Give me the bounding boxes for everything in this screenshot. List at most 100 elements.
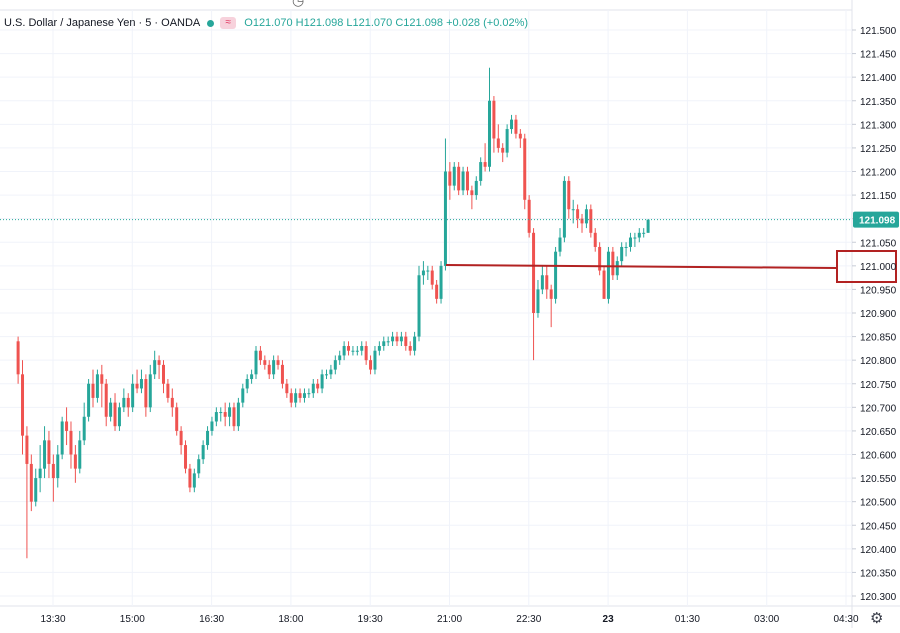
- candle-body: [47, 440, 51, 464]
- candle-body: [329, 369, 333, 375]
- candle-body: [113, 402, 117, 427]
- price-axis[interactable]: 121.500 121.450 121.400 121.350 121.300 121.2…: [852, 26, 899, 603]
- candle-body: [56, 454, 60, 479]
- candle-body: [302, 393, 306, 398]
- symbol-title[interactable]: U.S. Dollar / Japanese Yen · 5 · OANDA: [4, 17, 201, 29]
- candle-body: [373, 350, 377, 370]
- candle-body: [214, 412, 218, 422]
- candle-body: [289, 393, 293, 403]
- candle-body: [527, 199, 531, 233]
- candle-body: [311, 383, 315, 394]
- candle-body: [347, 346, 351, 351]
- y-tick-label: 121.150: [860, 191, 897, 202]
- candle-body: [285, 383, 289, 394]
- candle-body: [100, 374, 104, 384]
- x-tick-label: 22:30: [516, 614, 541, 625]
- y-tick-label: 121.400: [860, 73, 897, 84]
- candle-body: [338, 355, 342, 361]
- x-tick-label: 13:30: [40, 614, 65, 625]
- candle-body: [126, 397, 130, 408]
- candle-body: [611, 251, 615, 276]
- gear-icon[interactable]: ⚙: [870, 610, 884, 627]
- y-tick-label: 120.450: [860, 521, 897, 532]
- x-tick-label: 15:00: [120, 614, 145, 625]
- candle-body: [395, 336, 399, 342]
- candle-body: [488, 100, 492, 167]
- candle-body: [21, 374, 25, 436]
- candle-body: [377, 346, 381, 351]
- candle-body: [470, 190, 474, 196]
- x-tick-label: 23: [603, 614, 615, 625]
- candle-body: [148, 374, 152, 408]
- candle-body: [501, 147, 505, 153]
- candle-body: [272, 360, 276, 375]
- y-tick-label: 121.300: [860, 120, 897, 131]
- candle-body: [536, 289, 540, 313]
- candle-body: [73, 454, 77, 469]
- y-tick-label: 120.600: [860, 451, 897, 462]
- market-status-dot: [207, 19, 215, 27]
- candle-body: [426, 270, 430, 272]
- y-tick-label: 120.800: [860, 356, 897, 367]
- candle-body: [16, 341, 20, 375]
- candle-body: [135, 383, 139, 389]
- candle-body: [166, 383, 170, 398]
- y-tick-label: 120.750: [860, 380, 897, 391]
- y-tick-label: 120.700: [860, 403, 897, 414]
- candle-body: [417, 275, 421, 337]
- candle-body: [435, 284, 439, 299]
- candle-body: [642, 232, 646, 234]
- candles: [16, 67, 650, 559]
- time-axis[interactable]: 13:30 15:00 16:30 18:00 19:30 21:00 22:30 23 01:…: [40, 614, 858, 625]
- x-tick-label: 21:00: [437, 614, 462, 625]
- candle-body: [184, 445, 188, 469]
- candle-body: [324, 374, 328, 376]
- x-tick-label: 18:00: [278, 614, 303, 625]
- candle-body: [117, 407, 121, 427]
- candle-body: [571, 209, 575, 211]
- y-tick-label: 120.650: [860, 427, 897, 438]
- candle-body: [232, 407, 236, 427]
- candle-body: [201, 445, 205, 460]
- candle-body: [562, 180, 566, 238]
- candle-body: [505, 129, 509, 153]
- candle-body: [492, 100, 496, 139]
- candle-body: [25, 435, 29, 464]
- x-tick-label: 01:30: [675, 614, 700, 625]
- level-highlight-box: [836, 250, 897, 283]
- candle-body: [540, 275, 544, 290]
- candle-body: [210, 421, 214, 431]
- candle-body: [219, 412, 223, 414]
- x-tick-label: 19:30: [358, 614, 383, 625]
- candle-body: [320, 374, 324, 389]
- candle-body: [157, 360, 161, 365]
- x-tick-label: 16:30: [199, 614, 224, 625]
- candle-body: [131, 383, 135, 408]
- ohlc-values: O121.070 H121.098 L121.070 C121.098 +0.0…: [244, 17, 529, 29]
- candle-body: [598, 246, 602, 271]
- candle-body: [457, 166, 461, 191]
- candle-body: [558, 237, 562, 252]
- y-tick-label: 121.000: [860, 262, 897, 273]
- candle-body: [34, 478, 38, 502]
- candle-body: [465, 171, 469, 191]
- candle-body: [122, 397, 126, 408]
- candle-body: [496, 138, 500, 148]
- horizontal-level-line: [445, 264, 837, 269]
- y-tick-label: 120.400: [860, 545, 897, 556]
- candle-body: [267, 364, 271, 375]
- candle-body: [580, 218, 584, 224]
- candle-body: [109, 402, 113, 417]
- candle-body: [364, 346, 368, 361]
- candle-body: [430, 270, 434, 285]
- candle-body: [355, 350, 359, 352]
- data-type-badge[interactable]: ≈: [220, 17, 237, 29]
- candle-body: [192, 473, 196, 488]
- candle-body: [188, 468, 192, 488]
- candle-body: [408, 346, 412, 351]
- y-tick-label: 121.200: [860, 168, 897, 179]
- candle-body: [263, 360, 267, 365]
- candle-body: [646, 219, 650, 233]
